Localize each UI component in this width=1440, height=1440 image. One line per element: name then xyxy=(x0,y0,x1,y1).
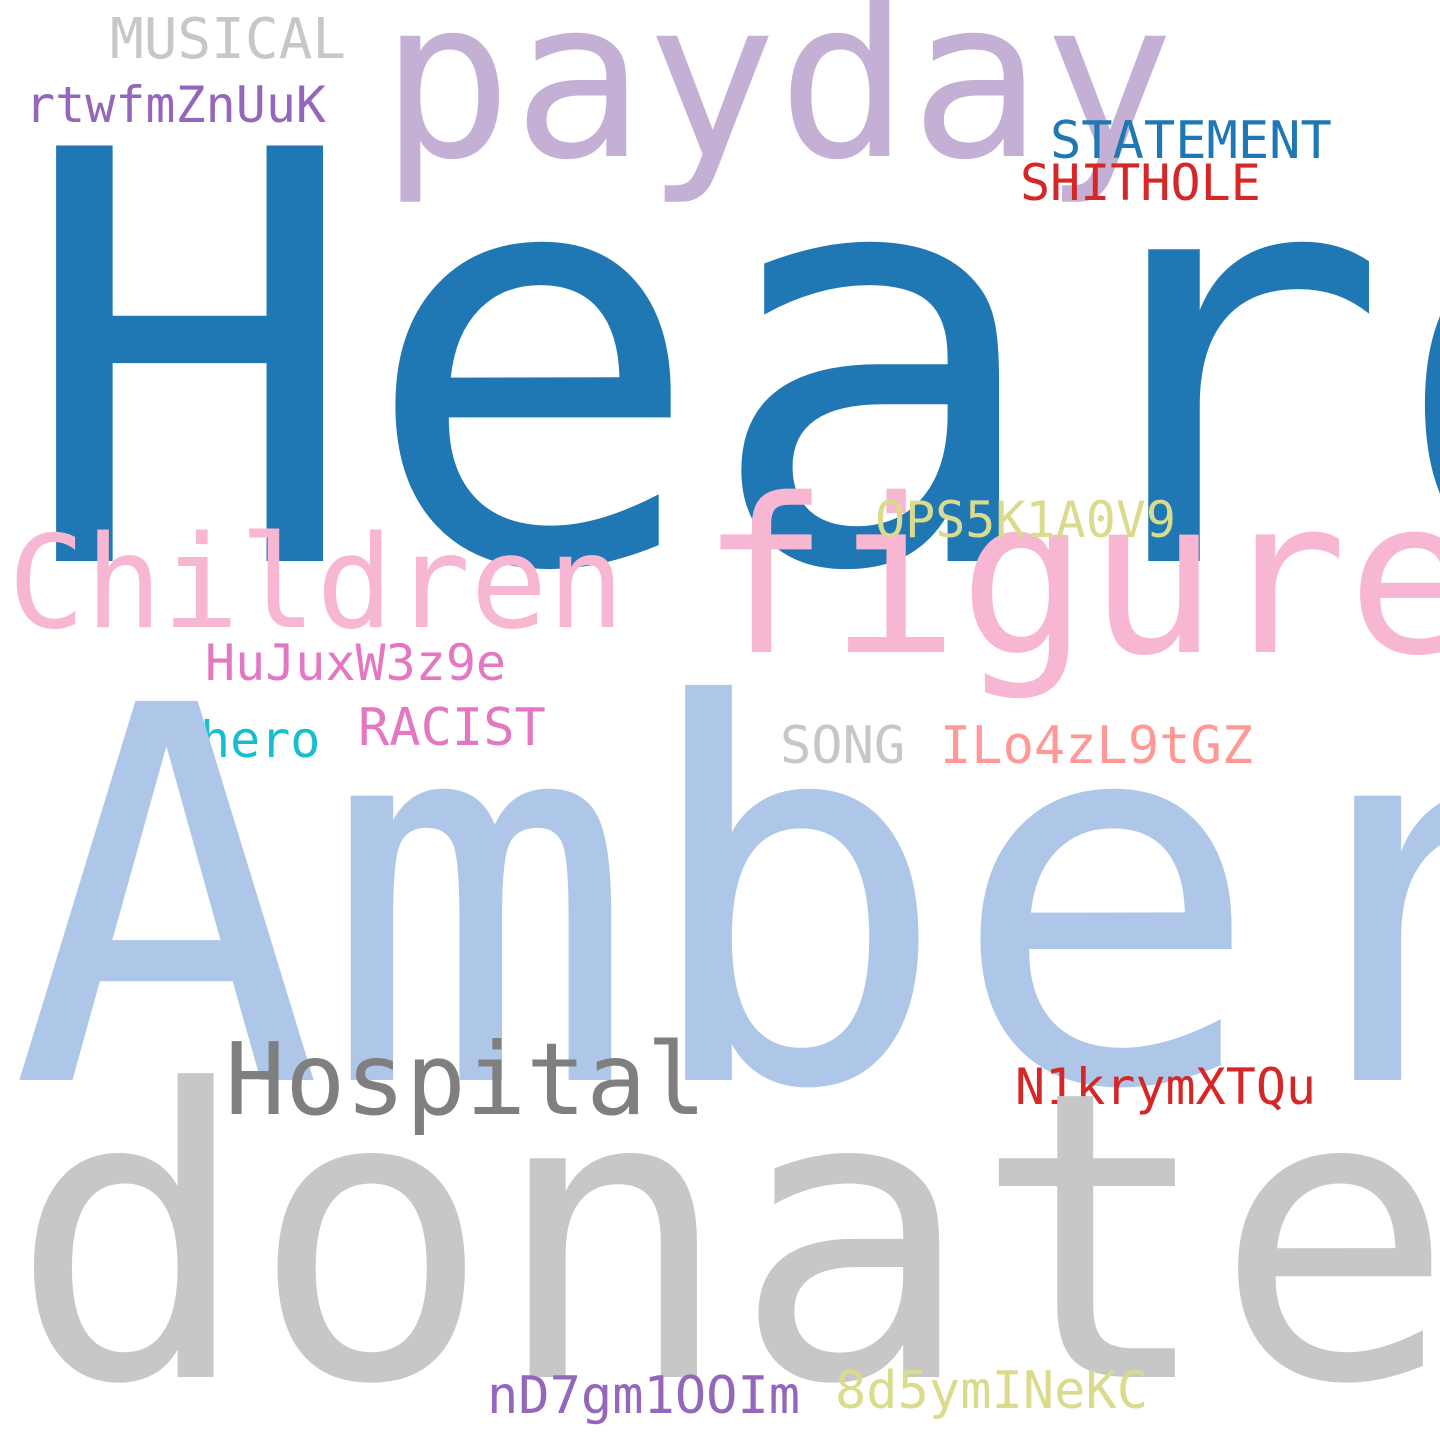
word-hospital: Hospital xyxy=(225,1021,707,1138)
word-racist: RACIST xyxy=(358,698,546,758)
word-heard: Heard xyxy=(18,33,1440,696)
word-n1krymxtqu: N1krymXTQu xyxy=(1015,1058,1317,1116)
word-rtwfmznuuk: rtwfmZnUuK xyxy=(25,76,327,134)
word-ilo4zl9tgz: ILo4zL9tGZ xyxy=(940,716,1254,776)
word-8d5yminekc: 8d5ymINeKC xyxy=(835,1361,1149,1421)
word-nd7gm1ooim: nD7gm1OOIm xyxy=(487,1366,801,1426)
word-children: Children xyxy=(8,509,625,658)
word-shithole: SHITHOLE xyxy=(1020,154,1261,212)
word-payday: payday xyxy=(380,0,1175,208)
word-musical: MUSICAL xyxy=(110,7,347,72)
word-hero: hero xyxy=(200,711,321,769)
word-donates: donates xyxy=(10,1007,1440,1440)
word-statement: STATEMENT xyxy=(1050,111,1332,171)
word-hujuxw3z9e: HuJuxW3z9e xyxy=(205,634,507,692)
word-figure: figure xyxy=(700,452,1440,703)
word-amber: Amber xyxy=(10,597,1440,1203)
word-song: SONG xyxy=(780,716,906,776)
word-ops5k1a0v9: OPS5K1A0V9 xyxy=(875,491,1177,549)
